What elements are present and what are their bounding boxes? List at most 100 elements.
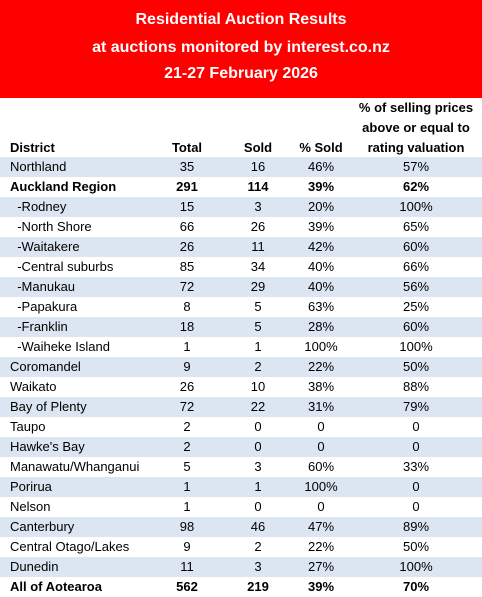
table-row: Auckland Region 291 114 39% 62% [0, 177, 482, 197]
sold-cell: 0 [254, 419, 262, 434]
table-row: Canterbury 98 46 47% 89% [0, 517, 482, 537]
district-cell: Manawatu/Whanganui [10, 459, 140, 474]
sold-cell: 0 [254, 499, 262, 514]
sold-cell: 3 [254, 199, 262, 214]
pct-sold-cell: 40% [307, 259, 335, 274]
table-row: -Waitakere 26 11 42% 60% [0, 237, 482, 257]
table-row: Taupo 2 0 0 0 [0, 417, 482, 437]
district-cell: Dunedin [10, 559, 59, 574]
total-cell: 11 [180, 559, 194, 574]
total-cell: 1 [183, 339, 191, 354]
pct-sold-cell: 42% [307, 239, 335, 254]
pct-sold-cell: 39% [307, 579, 335, 594]
district-cell: Bay of Plenty [10, 399, 87, 414]
pct-sold-cell: 46% [307, 159, 335, 174]
table-row: Nelson 1 0 0 0 [0, 497, 482, 517]
valuation-cell: 88% [402, 379, 430, 394]
total-cell: 85 [179, 259, 195, 274]
banner-title: Residential Auction Results [135, 11, 347, 28]
valuation-cell: 0 [412, 419, 420, 434]
header-pct-sold: % Sold [299, 140, 343, 155]
header-total: Total [171, 140, 203, 155]
district-cell: Auckland Region [10, 179, 117, 194]
district-cell: -North Shore [10, 219, 92, 234]
table-row: -Franklin 18 5 28% 60% [0, 317, 482, 337]
district-cell: Taupo [10, 419, 46, 434]
district-cell: -Papakura [10, 299, 78, 314]
district-cell: Coromandel [10, 359, 81, 374]
district-cell: Central Otago/Lakes [10, 539, 130, 554]
district-cell: -Waiheke Island [10, 339, 110, 354]
district-cell: Nelson [10, 499, 51, 514]
table-row: Bay of Plenty 72 22 31% 79% [0, 397, 482, 417]
header-sold: Sold [243, 140, 273, 155]
total-cell: 5 [183, 459, 191, 474]
valuation-cell: 60% [402, 239, 430, 254]
district-cell: -Manukau [10, 279, 76, 294]
district-cell: Waikato [10, 379, 57, 394]
pct-sold-cell: 63% [307, 299, 335, 314]
sold-cell: 2 [254, 539, 262, 554]
pct-sold-cell: 22% [307, 539, 335, 554]
pct-sold-cell: 22% [307, 359, 335, 374]
district-cell: Hawke's Bay [10, 439, 85, 454]
table-row: Manawatu/Whanganui 5 3 60% 33% [0, 457, 482, 477]
pct-sold-cell: 39% [307, 219, 335, 234]
total-cell: 1 [183, 499, 191, 514]
valuation-cell: 50% [402, 359, 430, 374]
sold-cell: 114 [247, 179, 269, 194]
total-cell: 9 [183, 539, 191, 554]
pct-sold-cell: 60% [307, 459, 335, 474]
pct-sold-cell: 27% [307, 559, 335, 574]
sold-cell: 1 [254, 479, 262, 494]
title-banner: Residential Auction Results at auctions … [0, 0, 482, 98]
sold-cell: 5 [254, 319, 262, 334]
sold-cell: 1 [254, 339, 262, 354]
table-row: -North Shore 66 26 39% 65% [0, 217, 482, 237]
valuation-cell: 66% [402, 259, 430, 274]
table-row: -Waiheke Island 1 1 100% 100% [0, 337, 482, 357]
sold-cell: 2 [254, 359, 262, 374]
valuation-cell: 62% [402, 179, 430, 194]
header-valuation-line1: % of selling prices [358, 100, 474, 115]
valuation-cell: 89% [402, 519, 430, 534]
pct-sold-cell: 40% [307, 279, 335, 294]
valuation-cell: 100% [399, 199, 433, 214]
pct-sold-cell: 0 [317, 419, 325, 434]
pct-sold-cell: 38% [307, 379, 335, 394]
sold-cell: 11 [251, 239, 265, 254]
total-cell: 562 [176, 579, 198, 594]
table-row: -Papakura 8 5 63% 25% [0, 297, 482, 317]
valuation-cell: 79% [402, 399, 430, 414]
header-district: District [10, 140, 55, 155]
valuation-cell: 25% [402, 299, 430, 314]
total-cell: 98 [179, 519, 195, 534]
total-cell: 18 [179, 319, 195, 334]
district-cell: -Central suburbs [10, 259, 114, 274]
table-row: Northland 35 16 46% 57% [0, 157, 482, 177]
district-cell: Northland [10, 159, 67, 174]
valuation-cell: 0 [412, 439, 420, 454]
results-table-body: Northland 35 16 46% 57% Auckland Region 291 114… [0, 157, 482, 597]
table-row: -Manukau 72 29 40% 56% [0, 277, 482, 297]
valuation-cell: 33% [402, 459, 430, 474]
district-cell: All of Aotearoa [10, 579, 102, 594]
district-cell: -Waitakere [10, 239, 80, 254]
pct-sold-cell: 39% [307, 179, 335, 194]
sold-cell: 0 [254, 439, 262, 454]
sold-cell: 16 [250, 159, 266, 174]
total-cell: 2 [183, 439, 191, 454]
valuation-cell: 100% [399, 559, 433, 574]
pct-sold-cell: 20% [307, 199, 335, 214]
banner-subtitle: at auctions monitored by interest.co.nz [92, 39, 390, 56]
table-row: Porirua 1 1 100% 0 [0, 477, 482, 497]
table-row: Dunedin 11 3 27% 100% [0, 557, 482, 577]
total-cell: 1 [183, 479, 191, 494]
total-cell: 72 [179, 279, 195, 294]
valuation-cell: 65% [402, 219, 430, 234]
sold-cell: 3 [254, 559, 262, 574]
district-cell: -Franklin [10, 319, 68, 334]
table-header: District Total Sold % Sold % of selling … [0, 98, 482, 157]
table-row: Coromandel 9 2 22% 50% [0, 357, 482, 377]
header-valuation-line3: rating valuation [367, 140, 465, 155]
